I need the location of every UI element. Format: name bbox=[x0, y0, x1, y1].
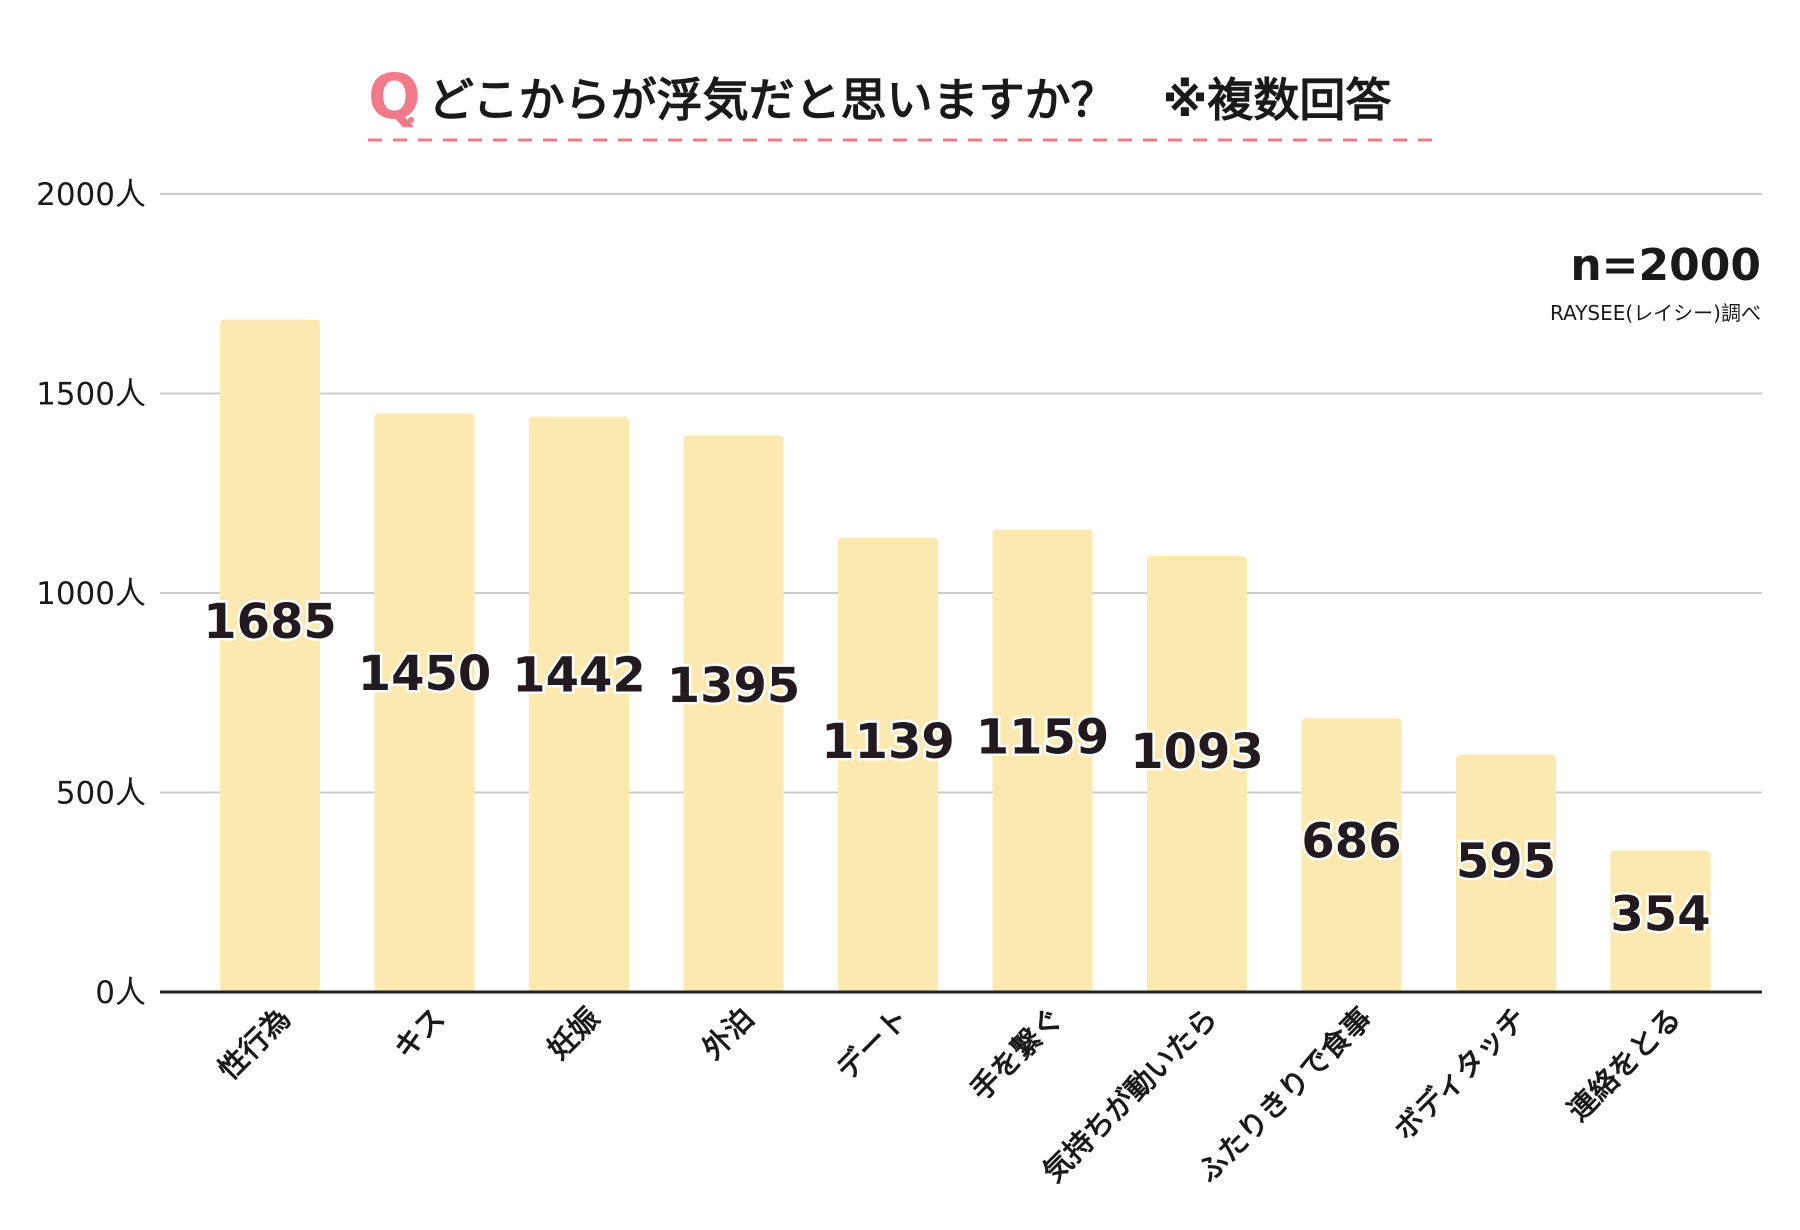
bar bbox=[1301, 718, 1402, 992]
bar-value-label: 1159 bbox=[976, 710, 1110, 766]
bar-value-label: 1442 bbox=[512, 648, 646, 704]
x-category-label: 外泊 bbox=[695, 1001, 760, 1066]
bar bbox=[1456, 754, 1556, 992]
bar-value-label: 1093 bbox=[1130, 724, 1264, 780]
bar bbox=[1610, 850, 1711, 992]
x-category-label: 手を繋ぐ bbox=[963, 1001, 1069, 1107]
x-category-label: 妊娠 bbox=[541, 1001, 606, 1066]
source-label: RAYSEE(レイシー)調べ bbox=[1550, 301, 1761, 325]
y-axis-tick-labels: 0人 500人 1000人 1500人 2000人 bbox=[36, 177, 146, 1011]
x-category-label: 連絡をとる bbox=[1561, 1001, 1688, 1128]
bar bbox=[1147, 555, 1247, 992]
chart-title: Q どこからが浮気だと思いますか？ ※複数回答 bbox=[368, 60, 1440, 142]
y-tick-label: 2000人 bbox=[36, 177, 146, 213]
title-q-dot bbox=[408, 117, 414, 123]
y-tick-label: 0人 bbox=[95, 975, 146, 1011]
bar-value-label: 686 bbox=[1301, 813, 1401, 869]
bar-value-label: 1395 bbox=[667, 658, 801, 714]
bar bbox=[683, 435, 784, 992]
bar bbox=[220, 319, 320, 992]
x-category-label: デート bbox=[829, 1001, 915, 1087]
chart-bars bbox=[220, 319, 1711, 993]
x-category-label: キス bbox=[387, 1001, 451, 1065]
bar-value-label: 1685 bbox=[203, 594, 337, 650]
y-tick-label: 1000人 bbox=[36, 576, 146, 612]
x-category-label: 性行為 bbox=[211, 1001, 297, 1087]
bar-value-label: 1139 bbox=[821, 714, 955, 770]
sample-size-label: n=2000 bbox=[1570, 240, 1761, 291]
bar-value-label: 595 bbox=[1456, 833, 1556, 889]
y-tick-label: 1500人 bbox=[36, 377, 146, 413]
bar bbox=[374, 413, 475, 992]
bar bbox=[992, 529, 1093, 992]
bar-value-label: 354 bbox=[1610, 886, 1710, 942]
bar bbox=[838, 537, 938, 992]
title-text: どこからが浮気だと思いますか？ ※複数回答 bbox=[428, 73, 1392, 127]
bar bbox=[529, 416, 629, 993]
chart-value-labels: 1685 1450 1442 1395 1139 1159 1093 686 595 354 bbox=[201, 592, 1713, 945]
bar-value-label: 1450 bbox=[358, 646, 492, 702]
y-tick-label: 500人 bbox=[56, 776, 146, 812]
x-category-label: ボディタッチ bbox=[1387, 1001, 1533, 1147]
